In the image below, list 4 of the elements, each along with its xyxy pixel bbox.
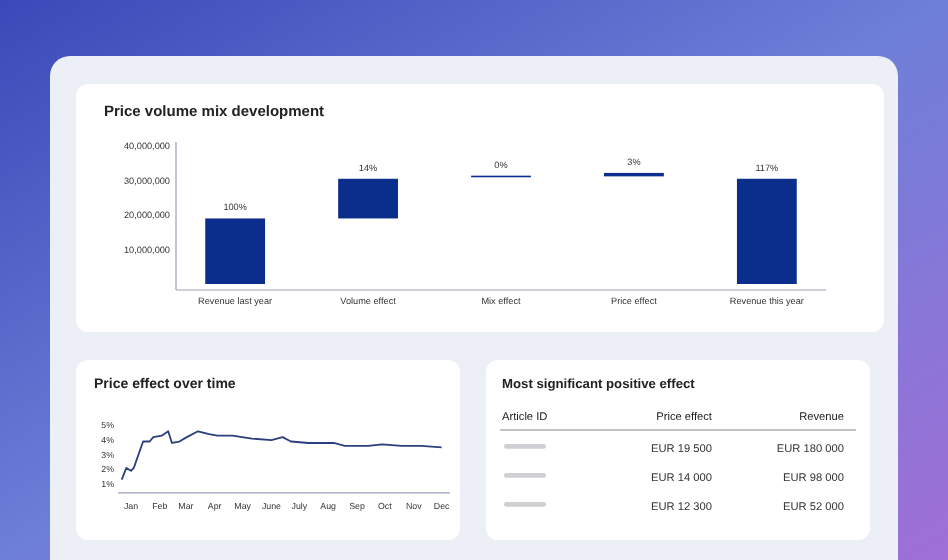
line-series xyxy=(120,430,443,481)
bar xyxy=(205,218,266,284)
bar xyxy=(338,178,398,219)
bar xyxy=(736,178,797,284)
